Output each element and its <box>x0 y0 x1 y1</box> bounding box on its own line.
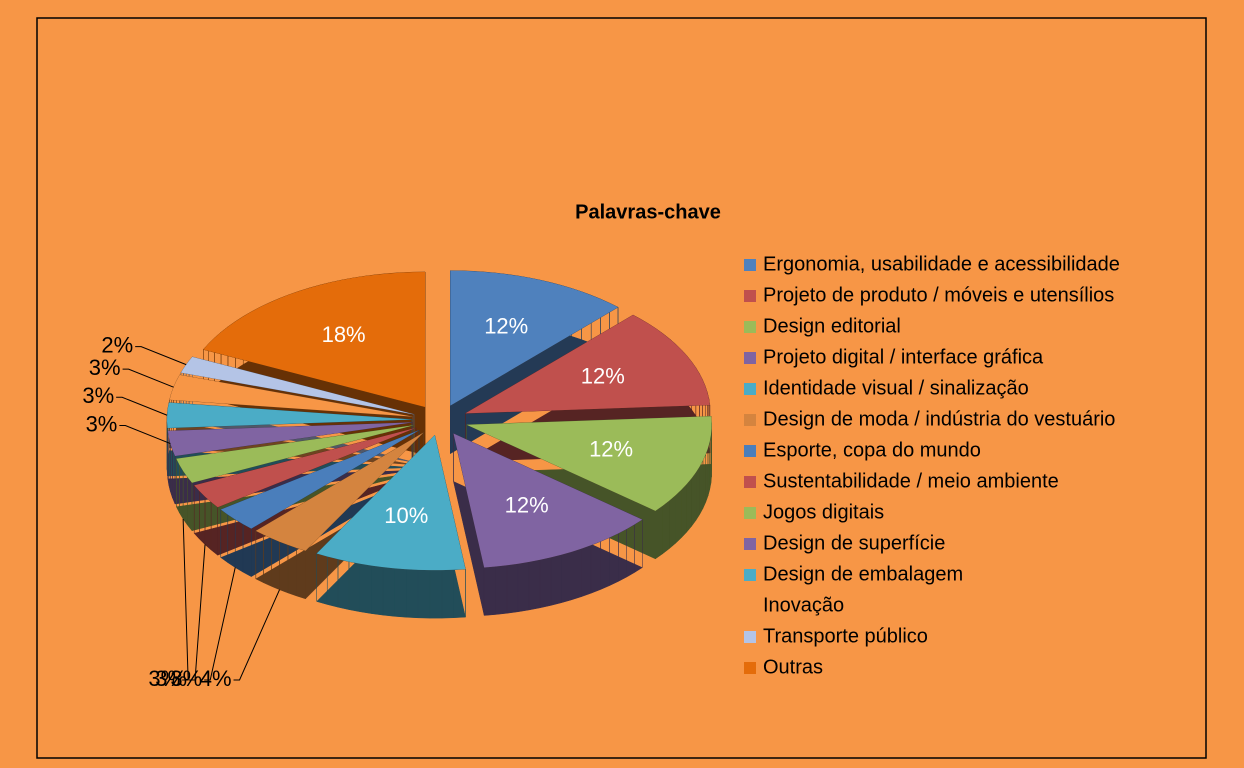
legend-label: Design de moda / indústria do vestuário <box>763 408 1115 430</box>
legend-label: Design de embalagem <box>763 563 963 585</box>
leader-line <box>122 368 174 388</box>
data-label: 3% <box>148 666 180 691</box>
legend-swatch <box>744 445 756 457</box>
slice <box>450 270 619 406</box>
leader-line <box>119 425 171 444</box>
legend-label: Transporte público <box>763 625 928 647</box>
legend-label: Projeto de produto / móveis e utensílios <box>763 284 1114 306</box>
data-label: 18% <box>322 322 366 347</box>
leader-line <box>182 518 189 681</box>
slice <box>453 433 643 568</box>
leader-line <box>116 396 168 416</box>
leader-line <box>233 589 280 681</box>
slice <box>316 435 466 571</box>
leader-line <box>204 567 236 681</box>
slice <box>167 402 413 428</box>
legend-label: Design editorial <box>763 315 901 337</box>
legend-swatch <box>744 538 756 550</box>
legend-swatch <box>744 352 756 364</box>
legend-swatch <box>744 476 756 488</box>
slice <box>255 432 424 551</box>
data-label: 3% <box>89 355 121 380</box>
slice <box>167 422 413 456</box>
legend-label: Sustentabilidade / meio ambiente <box>763 470 1059 492</box>
legend-label: Inovação <box>763 594 844 616</box>
data-label: 12% <box>484 314 528 339</box>
data-label: 4% <box>200 666 232 691</box>
legend-swatch <box>744 569 756 581</box>
slice-side <box>220 429 420 578</box>
legend-label: Projeto digital / interface gráfica <box>763 346 1044 368</box>
leader-line <box>135 346 187 366</box>
legend-swatch <box>744 662 756 674</box>
data-label: 3% <box>82 383 114 408</box>
legend-swatch <box>744 290 756 302</box>
leader-line <box>189 544 206 681</box>
slice <box>176 425 414 483</box>
legend-swatch <box>744 383 756 395</box>
legend-label: Outras <box>763 656 823 678</box>
legend-swatch <box>744 631 756 643</box>
data-label: 3% <box>155 666 187 691</box>
slice <box>220 430 419 529</box>
legend-swatch <box>744 259 756 271</box>
legend-label: Jogos digitais <box>763 501 884 523</box>
legend-swatch <box>744 321 756 333</box>
legend-label: Identidade visual / sinalização <box>763 377 1029 399</box>
chart-title: Palavras-chave <box>575 201 721 223</box>
data-label: 2% <box>101 332 133 357</box>
frame <box>36 17 1207 759</box>
legend-label: Ergonomia, usabilidade e acessibilidade <box>763 253 1120 275</box>
slice <box>180 356 414 415</box>
slice <box>203 271 425 407</box>
data-label: 3% <box>86 411 118 436</box>
slice <box>169 374 413 417</box>
slice <box>465 315 710 414</box>
legend-swatch <box>744 414 756 426</box>
legend-swatch <box>744 507 756 519</box>
data-label: 3% <box>170 666 202 691</box>
data-label: 10% <box>384 503 428 528</box>
slice <box>194 427 416 508</box>
data-label: 12% <box>589 436 633 461</box>
data-label: 12% <box>581 364 625 389</box>
data-label: 12% <box>505 493 549 518</box>
legend-label: Design de superfície <box>763 532 945 554</box>
legend-swatch <box>744 600 756 612</box>
legend-label: Esporte, copa do mundo <box>763 439 981 461</box>
slice <box>466 416 712 511</box>
